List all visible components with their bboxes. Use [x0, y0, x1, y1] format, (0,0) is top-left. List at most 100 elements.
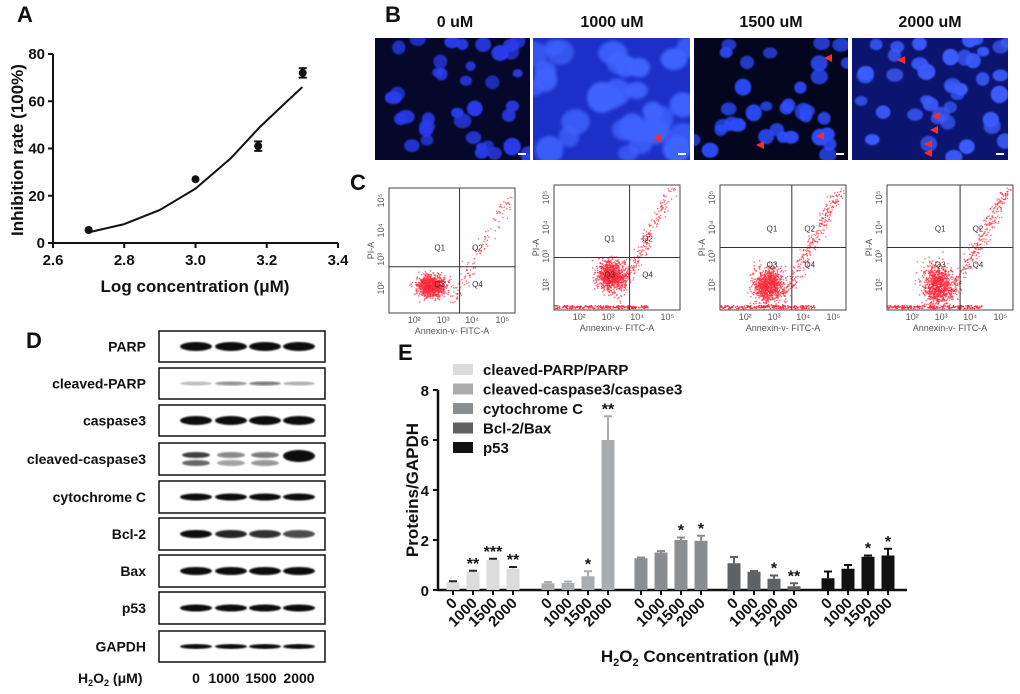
dot — [444, 281, 446, 283]
dot — [967, 267, 970, 269]
dot — [667, 210, 669, 212]
dot — [761, 306, 764, 308]
dot — [801, 275, 804, 277]
dot — [421, 290, 424, 292]
dot — [620, 282, 623, 284]
dot — [771, 286, 774, 288]
dot — [807, 265, 809, 267]
dot — [622, 275, 625, 277]
dot — [722, 307, 724, 309]
dot — [452, 302, 454, 304]
dot — [783, 295, 785, 297]
dot — [920, 289, 923, 292]
dot — [761, 286, 764, 289]
dot — [940, 282, 942, 284]
dot — [826, 212, 828, 214]
dot — [996, 199, 998, 201]
dot — [439, 277, 442, 279]
dot — [772, 291, 774, 293]
dot — [616, 277, 619, 279]
dot — [647, 248, 649, 251]
dot — [616, 284, 619, 286]
dot — [613, 266, 615, 268]
dot — [773, 284, 776, 286]
dot — [824, 213, 827, 216]
dot — [757, 285, 760, 288]
flow-xlabel: Annexin-v- FITC-A — [746, 323, 821, 333]
dot — [767, 289, 769, 292]
flow-xtick-label: 10⁵ — [496, 315, 510, 325]
dot — [630, 269, 632, 272]
dot — [445, 287, 448, 289]
dot — [798, 306, 800, 308]
dot — [611, 275, 613, 278]
dot — [623, 286, 625, 288]
dot — [995, 206, 997, 208]
dot — [799, 258, 801, 261]
dot — [772, 289, 775, 291]
dot — [774, 292, 776, 294]
dot — [946, 293, 948, 296]
dot — [607, 269, 609, 271]
dot — [957, 291, 960, 293]
dot — [784, 294, 786, 297]
dot — [760, 276, 762, 278]
dot — [484, 238, 486, 241]
dot — [935, 280, 937, 282]
dot — [933, 280, 935, 283]
dot — [661, 201, 664, 204]
dot — [776, 291, 779, 294]
dot — [831, 206, 833, 209]
dot — [922, 261, 924, 264]
dot — [609, 285, 611, 288]
dot — [455, 293, 457, 295]
dot — [929, 288, 931, 291]
dot — [930, 292, 933, 294]
dot — [638, 265, 640, 267]
dot — [483, 240, 485, 243]
dot — [779, 282, 781, 285]
dot — [817, 235, 819, 237]
dot — [772, 298, 774, 301]
dot — [606, 307, 608, 309]
dot — [430, 275, 432, 277]
dot — [505, 208, 508, 210]
dot — [608, 285, 610, 287]
dot — [604, 276, 607, 279]
dot — [563, 305, 565, 308]
dot — [437, 286, 439, 288]
dot — [453, 301, 456, 303]
dot — [763, 285, 766, 287]
dot — [766, 271, 769, 273]
dot — [427, 274, 430, 277]
dot — [818, 233, 820, 235]
dot — [432, 284, 434, 287]
dot — [601, 279, 603, 282]
dot — [758, 260, 761, 262]
dot — [619, 286, 621, 289]
dot — [617, 266, 620, 269]
dot — [469, 276, 471, 278]
dot — [935, 270, 937, 272]
dot — [730, 306, 733, 308]
dot — [806, 264, 808, 266]
dot — [765, 284, 768, 286]
dot — [930, 295, 932, 298]
dot — [944, 277, 947, 279]
dot — [587, 307, 590, 309]
dot — [939, 264, 942, 267]
dot — [507, 202, 509, 204]
dot — [943, 300, 946, 302]
dot — [436, 284, 439, 286]
dot — [461, 282, 464, 284]
dot — [555, 305, 557, 307]
dot — [617, 305, 620, 307]
dot — [625, 268, 627, 270]
dot — [411, 281, 414, 284]
dot — [792, 279, 794, 281]
flow-ytick-label: 10⁴ — [707, 220, 717, 234]
dot — [951, 270, 953, 273]
dot — [803, 269, 805, 272]
dot — [422, 288, 424, 291]
